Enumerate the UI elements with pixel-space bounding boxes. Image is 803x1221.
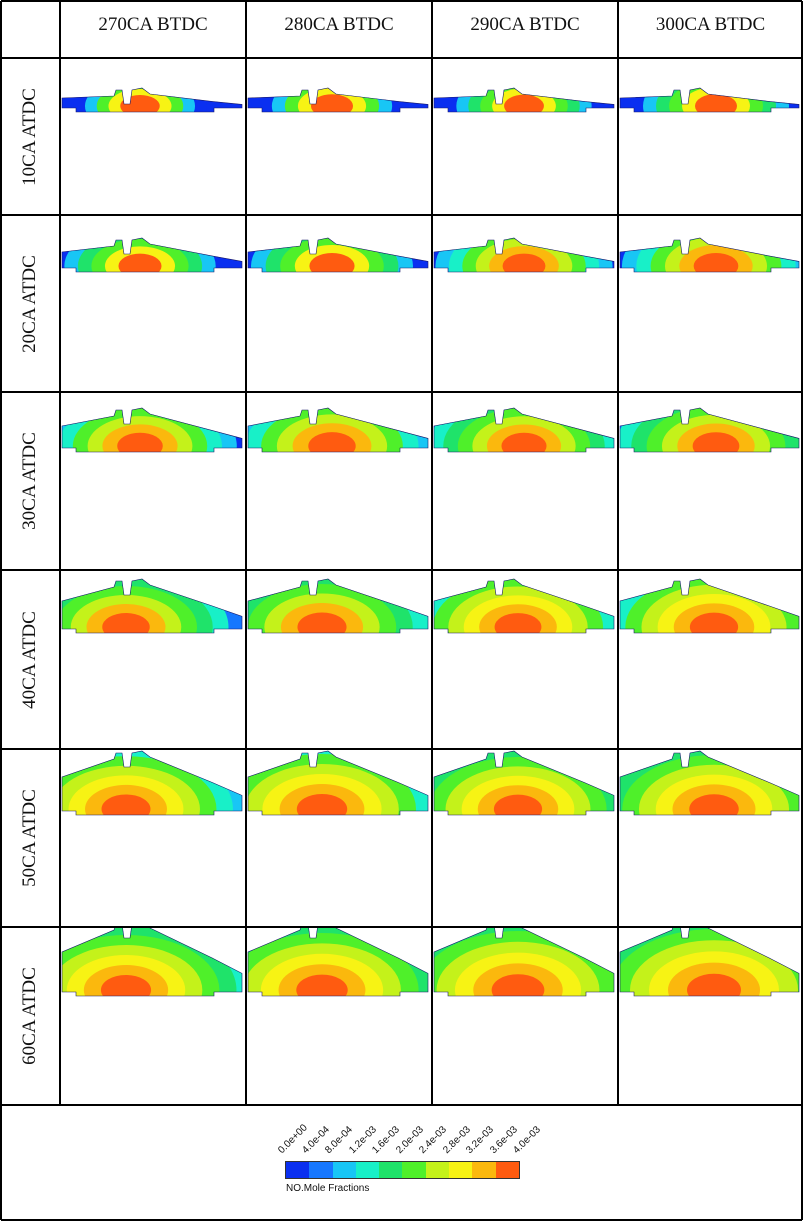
contour-panel	[247, 750, 429, 816]
color-bar-segment	[332, 1162, 356, 1178]
color-bar-segment	[309, 1162, 333, 1178]
color-bar-segment	[425, 1162, 450, 1178]
contour-panel	[433, 927, 615, 997]
column-header-label: 270CA BTDC	[98, 14, 208, 35]
contour-panel	[619, 750, 800, 816]
legend-label: NO.Mole Fractions	[286, 1183, 370, 1194]
color-bar-segment	[355, 1162, 380, 1178]
contour-panel	[619, 927, 800, 997]
color-bar-segment	[449, 1162, 473, 1178]
contour-panel	[61, 750, 243, 816]
color-bar	[285, 1161, 520, 1179]
column-header: 300CA BTDC	[618, 0, 803, 58]
contour-panel	[61, 87, 243, 113]
contour-panel	[433, 578, 615, 634]
legend: 0.0e+00 4.0e-04 8.0e-04 1.2e-03 1.6e-03 2.0e-…	[0, 1105, 803, 1221]
column-header-label: 300CA BTDC	[655, 14, 766, 35]
contour-panel	[619, 578, 800, 634]
color-bar-segment	[379, 1162, 403, 1178]
color-bar-segment	[402, 1162, 426, 1178]
color-bar-segment	[472, 1162, 496, 1178]
column-header-label: 280CA BTDC	[284, 14, 394, 35]
contour-panel	[619, 407, 800, 453]
contour-panel	[61, 407, 243, 453]
column-header-label: 290CA BTDC	[470, 14, 580, 35]
color-bar-segment	[495, 1162, 519, 1178]
contour-panel	[61, 927, 243, 997]
contour-panel	[247, 407, 429, 453]
column-header: 270CA BTDC	[60, 0, 246, 58]
contour-panel	[247, 927, 429, 997]
color-bar-segment	[286, 1162, 310, 1178]
contour-panel	[433, 237, 615, 273]
contour-panel	[619, 87, 800, 113]
contour-panel	[619, 237, 800, 273]
contour-panel	[433, 407, 615, 453]
contour-panel	[247, 237, 429, 273]
contour-panel	[247, 578, 429, 634]
contour-panel	[61, 237, 243, 273]
contour-panel	[433, 750, 615, 816]
column-header: 290CA BTDC	[432, 0, 618, 58]
column-header: 280CA BTDC	[246, 0, 432, 58]
contour-panel	[247, 87, 429, 113]
contour-panel	[61, 578, 243, 634]
contour-panel	[433, 87, 615, 113]
